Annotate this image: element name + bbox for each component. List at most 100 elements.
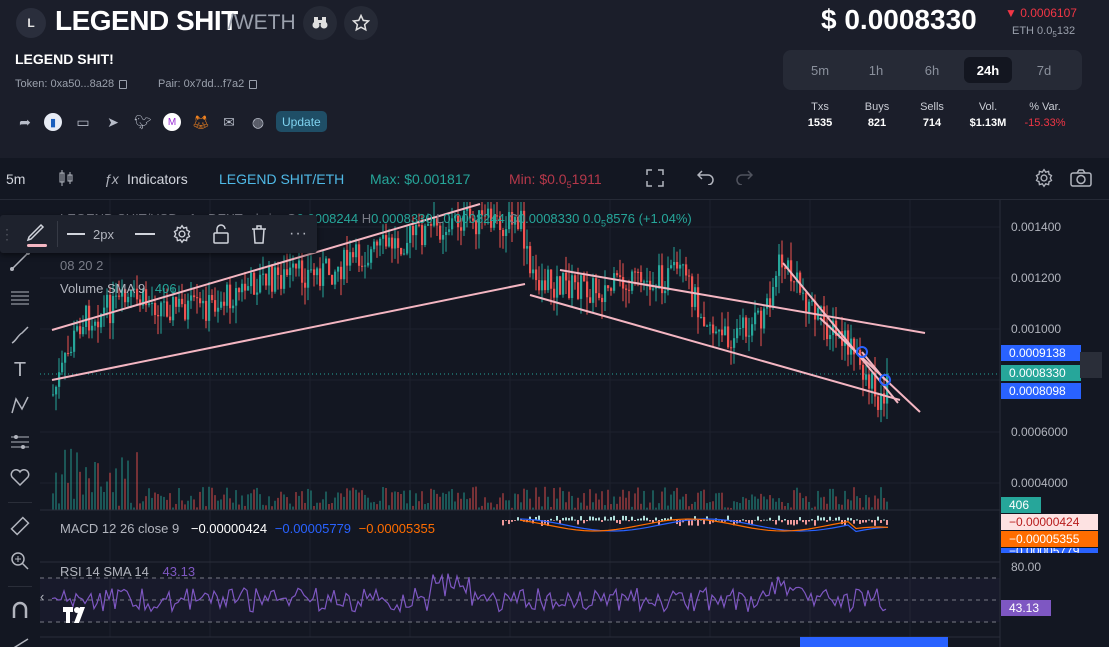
line-width-selector[interactable]: 2px — [67, 215, 114, 253]
timeframe-7d[interactable]: 7d — [1036, 62, 1052, 78]
timeframe-6h[interactable]: 6h — [924, 62, 940, 78]
candle — [160, 302, 163, 317]
candle — [862, 364, 865, 380]
rsi-axis-label: 80.00 — [1011, 560, 1042, 574]
price-tag-current: 0.0008330 — [1001, 365, 1081, 381]
scroll-to-realtime-button[interactable] — [800, 637, 948, 647]
macd-histogram-bar — [751, 520, 753, 526]
candle — [400, 247, 403, 255]
candle — [70, 351, 73, 353]
candle-type-icon[interactable] — [58, 169, 74, 190]
redo-icon[interactable] — [735, 169, 754, 188]
macd-histogram-bar — [592, 516, 594, 521]
volume-bar — [184, 504, 186, 510]
price-chart[interactable]: LEGEND SHIT/USD · 1 · DEXTools.io O0.000… — [0, 200, 1109, 647]
brush-tool-icon[interactable] — [8, 323, 32, 347]
candle — [751, 324, 754, 336]
zoom-icon[interactable] — [8, 549, 32, 573]
dextools-icon[interactable]: ▮ — [44, 113, 62, 131]
camera-icon[interactable] — [1070, 169, 1092, 190]
markets-icon[interactable]: M — [163, 113, 181, 131]
volume-bar — [373, 501, 375, 510]
discord-icon[interactable]: ◍ — [251, 113, 265, 130]
volume-bar — [808, 501, 810, 510]
indicators-button[interactable]: Indicators — [127, 171, 188, 187]
candle — [466, 208, 469, 211]
line-style-icon[interactable] — [135, 215, 155, 253]
text-tool-icon[interactable]: T — [13, 358, 27, 381]
scale-handle[interactable] — [1080, 352, 1102, 378]
candle — [370, 249, 373, 263]
delete-icon[interactable] — [250, 215, 268, 253]
candle — [814, 300, 817, 320]
volume-bar — [136, 452, 138, 510]
magnet-icon[interactable] — [8, 598, 32, 622]
candle — [385, 235, 388, 247]
candle — [280, 274, 283, 289]
candle — [337, 266, 340, 272]
candle — [760, 310, 763, 329]
candle — [298, 260, 301, 269]
macd-histogram-bar — [514, 520, 516, 521]
fib-tool-icon[interactable] — [8, 286, 32, 310]
timeframe-1h[interactable]: 1h — [868, 62, 884, 78]
volume-bar — [871, 507, 873, 510]
chart-toolbar: 5m ƒx Indicators LEGEND SHIT/ETH Max: $0… — [0, 158, 1109, 200]
star-icon[interactable] — [344, 6, 378, 40]
binoculars-icon[interactable] — [303, 6, 337, 40]
candle — [193, 295, 196, 298]
volume-bar — [886, 501, 888, 510]
copy-icon[interactable] — [249, 79, 258, 89]
volume-bar — [742, 496, 744, 510]
timeframe-5m[interactable]: 5m — [810, 62, 830, 78]
interval-selector[interactable]: 5m — [6, 171, 26, 187]
line-color-icon[interactable] — [24, 215, 50, 253]
website-icon[interactable]: ▭ — [76, 113, 90, 130]
candle — [259, 274, 262, 293]
metamask-icon[interactable]: 🦊︎ — [192, 113, 210, 130]
drag-handle-icon[interactable]: ⋮ — [0, 225, 14, 242]
lock-icon[interactable] — [212, 215, 230, 253]
share-icon[interactable]: ➦ — [19, 113, 31, 130]
email-icon[interactable]: ✉ — [223, 113, 235, 130]
volume-bar — [331, 503, 333, 510]
volume-bar — [769, 495, 771, 510]
copy-icon[interactable] — [119, 79, 128, 89]
undo-icon[interactable] — [696, 169, 715, 188]
lock-drawing-icon[interactable] — [8, 632, 32, 647]
favorite-icon[interactable] — [8, 465, 32, 489]
macd-histogram-bar — [637, 518, 639, 521]
macd-histogram-bar — [787, 520, 789, 525]
volume-bar — [424, 504, 426, 510]
more-options-icon[interactable]: ··· — [289, 225, 308, 242]
prediction-tool-icon[interactable] — [8, 430, 32, 454]
macd-histogram-bar — [646, 517, 648, 521]
update-button[interactable]: Update — [276, 111, 327, 132]
telegram-icon[interactable]: ➤ — [107, 113, 119, 130]
collapse-arrow-icon[interactable]: ‹ — [40, 589, 45, 604]
settings-icon[interactable] — [1034, 168, 1054, 191]
chart-canvas[interactable] — [0, 200, 1109, 647]
macd-histogram-bar — [829, 516, 831, 521]
candle — [625, 288, 628, 290]
candle — [484, 215, 487, 217]
candle — [781, 254, 784, 268]
fullscreen-icon[interactable] — [646, 169, 664, 190]
volume-bar — [313, 505, 315, 510]
drawing-settings-icon[interactable] — [172, 215, 192, 253]
macd-histogram-bar — [811, 519, 813, 521]
indicators-icon[interactable]: ƒx — [104, 171, 119, 187]
candle — [652, 288, 655, 290]
ruler-icon[interactable] — [8, 514, 32, 538]
candle — [658, 265, 661, 288]
twitter-icon[interactable]: 🐦︎ — [134, 113, 152, 130]
timeframe-24h[interactable]: 24h — [964, 57, 1012, 83]
macd-histogram-bar — [763, 519, 765, 521]
volume-bar — [85, 467, 87, 510]
volume-bar — [811, 507, 813, 510]
pattern-tool-icon[interactable] — [8, 393, 32, 417]
volume-bar — [844, 490, 846, 510]
candle — [685, 264, 688, 276]
stat-sells: Sells 714 — [920, 101, 944, 129]
candle — [448, 229, 451, 232]
